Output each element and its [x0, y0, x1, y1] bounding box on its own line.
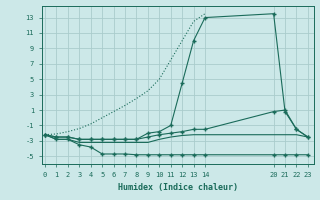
X-axis label: Humidex (Indice chaleur): Humidex (Indice chaleur): [118, 183, 237, 192]
